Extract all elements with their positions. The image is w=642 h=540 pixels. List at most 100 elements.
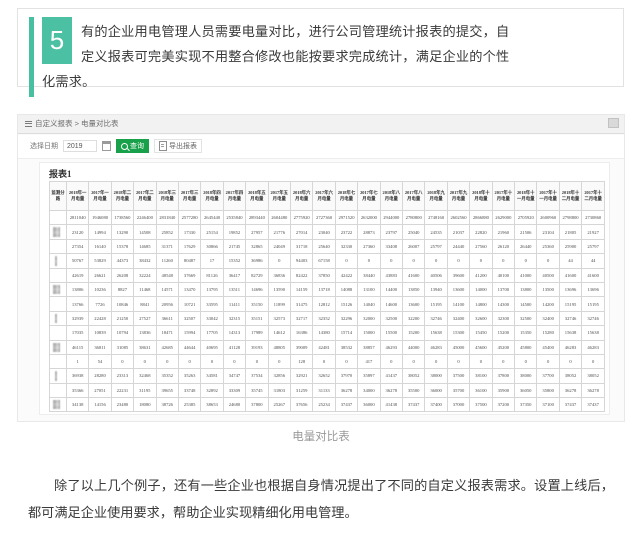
table-row[interactable]: 34138 14156 23480 18080 38726 25385 38653 24680… [49, 397, 605, 412]
cell-value: 36938 [66, 368, 90, 384]
cell-value: 21960 [491, 224, 516, 240]
table-row[interactable]: 42619 26621 26208 32224 48548 37669 81126 36417… [49, 267, 605, 283]
cell-value: 37850 [312, 267, 336, 283]
table-row[interactable]: 36938 28280 23313 32468 35352 35263 34581 34747… [49, 368, 605, 384]
column-header-month[interactable]: 2018年十月电量 [469, 181, 493, 211]
cell-value: 32400 [536, 310, 560, 327]
cell-value: 33309 [222, 382, 247, 399]
cell-value: 13590 [267, 281, 291, 298]
table-row[interactable]: 1 54 0 0 0 0 0 0 0 0 128 0 0 417 0 0 0 0 0 0 0 0 0 0 [49, 353, 605, 370]
redacted-overlay [53, 227, 61, 237]
cell-value: 17629 [177, 238, 202, 255]
cell-value: 44373 [110, 253, 135, 269]
search-button[interactable]: 查询 [116, 139, 149, 153]
column-header-month[interactable]: 2017年二月电量 [133, 181, 157, 211]
cell-value: 33408 [379, 238, 404, 255]
redacted-overlay [55, 313, 58, 324]
table-row[interactable]: 17035 10839 10794 13836 18471 15994 17705 14313… [49, 325, 605, 341]
cell-value: 44000 [401, 339, 426, 355]
column-header-month[interactable]: 2017年十二月电量 [581, 181, 605, 211]
cell-value: 0 [424, 353, 448, 370]
cell-value: 21745 [222, 238, 247, 255]
cell-value: 13600 [401, 296, 426, 312]
column-header-month[interactable]: 2018年五月电量 [245, 181, 269, 211]
table-row[interactable]: 13806 10236 8827 11468 14571 13470 13795 13511 1… [49, 281, 605, 298]
cell-value: 10846 [110, 296, 135, 312]
table-row[interactable]: 2811040 1946080 1738560 2246400 2831840 25772… [49, 209, 605, 226]
column-header-month[interactable]: 2018年九月电量 [424, 181, 448, 211]
cell-value: 21927 [581, 224, 605, 240]
cell-value: 14313 [222, 325, 247, 341]
table-row[interactable]: 32939 22428 21250 27527 36611 32507 33042 32315… [49, 310, 605, 327]
cell-value: 10236 [88, 281, 112, 298]
cell-value: 25900 [558, 238, 583, 255]
table-row[interactable]: 35366 27051 22231 31195 39655 33748 32892 33309… [49, 382, 605, 399]
column-header-month[interactable]: 2017年七月电量 [357, 181, 381, 211]
cell-value: 2798800 [558, 209, 583, 226]
cell-value: 39009 [289, 339, 314, 355]
table-row[interactable]: 27354 16140 15378 14685 31371 17629 30866 21745… [49, 238, 605, 255]
cell-value: 14612 [267, 325, 291, 341]
cell-value: 39600 [446, 267, 471, 283]
cell-value: 0 [110, 353, 135, 370]
column-header-month[interactable]: 2018年四月电量 [200, 181, 224, 211]
cell-value: 38432 [133, 253, 157, 269]
column-header-month[interactable]: 2018年二月电量 [110, 181, 135, 211]
redacted-overlay [55, 256, 58, 266]
report-table-scroll-area[interactable]: 监测分路 2018年一月电量 2017年一月电量 2018年二月电量 2017年二月电量… [49, 181, 605, 412]
table-row[interactable]: 50767 53829 44373 38432 11260 80487 17 15352 369… [49, 253, 605, 269]
column-header-month[interactable]: 2017年一月电量 [88, 181, 112, 211]
table-row[interactable]: 46115 36811 31085 38631 42685 44644 40695 41128… [49, 339, 605, 355]
column-header-month[interactable]: 2017年十月电量 [491, 181, 516, 211]
table-row[interactable]: 13766 7726 10846 8841 20956 10721 33595 11411 35… [49, 296, 605, 312]
hamburger-icon[interactable] [25, 120, 32, 127]
cell-value: 13600 [446, 281, 471, 298]
column-header-month[interactable]: 2018年七月电量 [334, 181, 359, 211]
column-header-month[interactable]: 2017年六月电量 [312, 181, 336, 211]
column-header-month[interactable]: 2017年八月电量 [401, 181, 426, 211]
cell-value: 10721 [177, 296, 202, 312]
column-header-month[interactable]: 2017年十一月电量 [536, 181, 560, 211]
cell-value: 17035 [66, 325, 90, 341]
table-row[interactable]: 23120 14994 13290 14508 25852 17330 25154 19852… [49, 224, 605, 240]
cell-value: 24049 [267, 238, 291, 255]
cell-circuit-name [49, 368, 68, 384]
cell-value: 0 [200, 353, 224, 370]
breadcrumb[interactable]: 自定义报表 > 电量对比表 [25, 118, 119, 129]
cell-value: 0 [379, 353, 404, 370]
column-header-month[interactable]: 2018年三月电量 [155, 181, 179, 211]
column-header-month[interactable]: 2018年一月电量 [66, 181, 90, 211]
cell-value: 0 [312, 353, 336, 370]
date-input[interactable]: 2019 [63, 140, 97, 152]
cell-value: 31259 [289, 382, 314, 399]
column-header-month[interactable]: 2017年九月电量 [446, 181, 471, 211]
column-header-month[interactable]: 2017年三月电量 [177, 181, 202, 211]
cell-value: 36050 [514, 382, 538, 399]
export-report-button[interactable]: 导出报表 [154, 139, 202, 153]
column-header-month[interactable]: 2017年四月电量 [222, 181, 247, 211]
column-header-month[interactable]: 2017年五月电量 [267, 181, 291, 211]
column-header-month[interactable]: 2018年十一月电量 [514, 181, 538, 211]
calendar-icon[interactable] [102, 141, 111, 151]
cell-value: 46283 [581, 339, 605, 355]
cell-value: 14508 [133, 224, 157, 240]
cell-value: 0 [469, 353, 493, 370]
cell-value: 38052 [558, 368, 583, 384]
column-header-name[interactable]: 监测分路 [49, 181, 68, 211]
window-controls-icon[interactable] [608, 118, 619, 128]
cell-value: 23722 [334, 224, 359, 240]
cell-value: 32224 [133, 267, 157, 283]
breadcrumb-text: 自定义报表 > 电量对比表 [35, 119, 119, 128]
column-header-month[interactable]: 2018年六月电量 [289, 181, 314, 211]
column-header-month[interactable]: 2018年八月电量 [379, 181, 404, 211]
column-header-month[interactable]: 2018年十二月电量 [558, 181, 583, 211]
cell-value: 16386 [289, 325, 314, 341]
cell-value: 17330 [177, 224, 202, 240]
cell-circuit-name [49, 353, 68, 370]
cell-value: 2811040 [66, 209, 90, 226]
window-controls[interactable] [608, 118, 619, 128]
cell-value: 0 [491, 253, 516, 269]
cell-value: 15638 [581, 325, 605, 341]
cell-value: 32296 [334, 310, 359, 327]
cell-value: 26007 [401, 238, 426, 255]
